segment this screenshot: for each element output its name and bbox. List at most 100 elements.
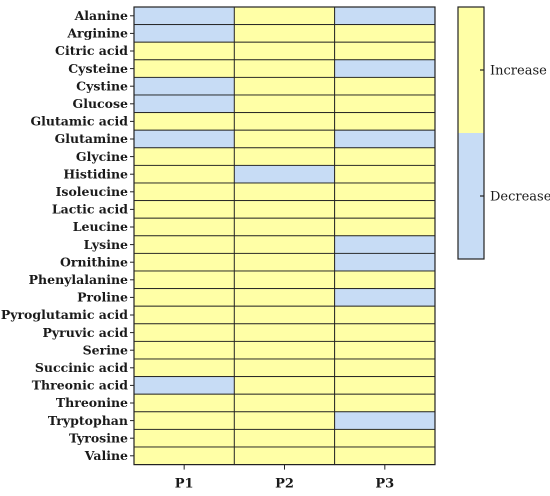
column-label-p1: P1 (175, 477, 194, 492)
row-label-glycine: Glycine (76, 149, 128, 164)
cell-proline-p1 (133, 288, 235, 307)
column-label-p2: P2 (275, 477, 294, 492)
cell-phenylalanine-p1 (133, 270, 235, 290)
cell-cysteine-p2 (233, 59, 336, 78)
cell-lysine-p1 (133, 235, 235, 254)
cell-tyrosine-p3 (334, 428, 436, 448)
cell-leucine-p2 (233, 217, 336, 237)
legend-label-increase: Increase (490, 64, 547, 79)
cell-pyruvic-acid-p2 (233, 323, 336, 342)
cell-pyroglutamic-acid-p1 (133, 305, 235, 325)
row-label-pyruvic-acid: Pyruvic acid (42, 325, 128, 340)
cell-isoleucine-p2 (233, 182, 336, 202)
row-label-ornithine: Ornithine (60, 254, 128, 269)
cell-glucose-p1 (133, 94, 235, 114)
cell-threonic-acid-p3 (334, 376, 436, 395)
cell-leucine-p3 (334, 217, 436, 237)
cell-histidine-p1 (133, 164, 235, 184)
cell-arginine-p1 (133, 24, 235, 43)
cell-threonine-p2 (233, 393, 336, 413)
column-label-p3: P3 (375, 477, 394, 492)
row-label-threonic-acid: Threonic acid (32, 378, 129, 393)
row-label-tryptophan: Tryptophan (48, 413, 128, 428)
row-label-threonine: Threonine (56, 395, 128, 410)
row-label-phenylalanine: Phenylalanine (29, 272, 128, 287)
row-label-proline: Proline (77, 290, 128, 305)
row-label-serine: Serine (83, 342, 128, 357)
cell-proline-p2 (233, 288, 336, 307)
row-label-cysteine: Cysteine (68, 61, 128, 76)
cell-citric-acid-p2 (233, 41, 336, 61)
cell-serine-p1 (133, 340, 235, 360)
legend: Increase Decrease (457, 6, 550, 260)
cell-arginine-p2 (233, 24, 336, 43)
cell-glutamic-acid-p1 (133, 112, 235, 131)
cell-lactic-acid-p1 (133, 200, 235, 219)
column-labels: P1 P2 P3 (175, 464, 394, 492)
cell-histidine-p2 (233, 164, 336, 184)
cell-phenylalanine-p3 (334, 270, 436, 290)
cell-isoleucine-p1 (133, 182, 235, 202)
cell-leucine-p1 (133, 217, 235, 237)
row-labels: Alanine Arginine Citric acid Cysteine Cystin… (1, 8, 134, 463)
cell-serine-p2 (233, 340, 336, 360)
row-label-glutamic-acid: Glutamic acid (30, 114, 128, 129)
row-label-tyrosine: Tyrosine (69, 430, 128, 445)
cell-glutamine-p1 (133, 129, 235, 149)
row-label-citric-acid: Citric acid (55, 43, 128, 58)
cell-histidine-p3 (334, 164, 436, 184)
cell-glucose-p2 (233, 94, 336, 114)
cell-lactic-acid-p2 (233, 200, 336, 219)
cell-threonic-acid-p1 (133, 376, 235, 395)
row-label-lysine: Lysine (84, 237, 128, 252)
heatmap-cells (133, 6, 436, 466)
cell-cystine-p1 (133, 76, 235, 96)
cell-ornithine-p3 (334, 252, 436, 272)
cell-proline-p3 (334, 288, 436, 307)
cell-lactic-acid-p3 (334, 200, 436, 219)
row-label-succinic-acid: Succinic acid (35, 360, 128, 375)
row-label-histidine: Histidine (63, 166, 128, 181)
row-label-cystine: Cystine (76, 78, 128, 93)
cell-citric-acid-p3 (334, 41, 436, 61)
row-label-glucose: Glucose (73, 96, 128, 111)
cell-succinic-acid-p2 (233, 358, 336, 378)
row-label-glutamine: Glutamine (55, 131, 128, 146)
cell-threonine-p3 (334, 393, 436, 413)
row-label-alanine: Alanine (74, 8, 128, 23)
cell-citric-acid-p1 (133, 41, 235, 61)
cell-ornithine-p2 (233, 252, 336, 272)
cell-lysine-p2 (233, 235, 336, 254)
cell-tryptophan-p1 (133, 411, 235, 430)
cell-valine-p3 (334, 446, 436, 466)
cell-serine-p3 (334, 340, 436, 360)
legend-label-decrease: Decrease (490, 190, 550, 205)
cell-glycine-p1 (133, 147, 235, 166)
cell-succinic-acid-p3 (334, 358, 436, 378)
cell-tyrosine-p1 (133, 428, 235, 448)
cell-isoleucine-p3 (334, 182, 436, 202)
cell-glutamine-p2 (233, 129, 336, 149)
cell-tryptophan-p3 (334, 411, 436, 430)
cell-cystine-p2 (233, 76, 336, 96)
cell-cysteine-p3 (334, 59, 436, 78)
row-label-arginine: Arginine (66, 26, 128, 41)
cell-pyruvic-acid-p1 (133, 323, 235, 342)
cell-pyroglutamic-acid-p3 (334, 305, 436, 325)
cell-glycine-p2 (233, 147, 336, 166)
row-label-isoleucine: Isoleucine (56, 184, 128, 199)
cell-succinic-acid-p1 (133, 358, 235, 378)
cell-threonine-p1 (133, 393, 235, 413)
row-label-lactic-acid: Lactic acid (52, 202, 128, 217)
cell-cysteine-p1 (133, 59, 235, 78)
cell-glycine-p3 (334, 147, 436, 166)
cell-tryptophan-p2 (233, 411, 336, 430)
row-label-valine: Valine (84, 448, 128, 463)
legend-swatch-decrease (458, 133, 484, 259)
cell-ornithine-p1 (133, 252, 235, 272)
cell-glucose-p3 (334, 94, 436, 114)
cell-pyruvic-acid-p3 (334, 323, 436, 342)
cell-alanine-p1 (133, 6, 235, 26)
cell-tyrosine-p2 (233, 428, 336, 448)
cell-pyroglutamic-acid-p2 (233, 305, 336, 325)
